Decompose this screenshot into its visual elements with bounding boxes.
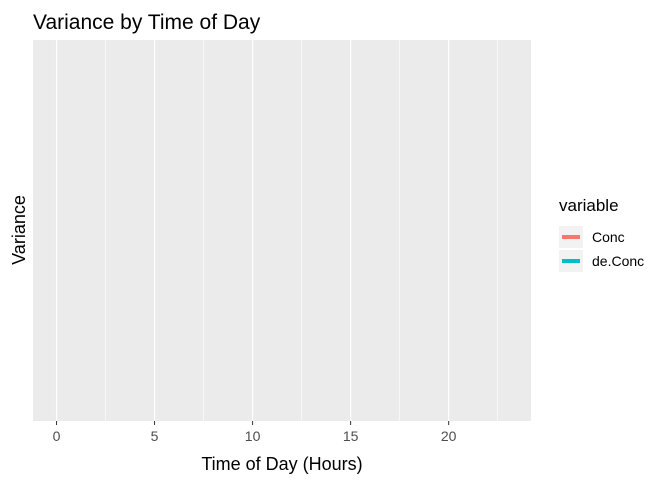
- x-tick-label: 20: [441, 428, 457, 444]
- plot-panel: [33, 40, 531, 421]
- x-tick-label: 15: [343, 428, 359, 444]
- y-axis-label: Variance: [9, 195, 29, 265]
- legend-title: variable: [559, 196, 619, 215]
- x-tick-label: 5: [151, 428, 159, 444]
- x-tick-label: 0: [53, 428, 61, 444]
- legend: variable Conc de.Conc: [559, 196, 644, 272]
- grid-lines: [55, 40, 498, 421]
- legend-label: Conc: [592, 229, 625, 245]
- x-tick-label: 10: [245, 428, 261, 444]
- chart-title: Variance by Time of Day: [33, 11, 261, 34]
- x-axis-label: Time of Day (Hours): [201, 454, 362, 474]
- legend-label: de.Conc: [592, 253, 644, 269]
- x-axis-ticks: 0 5 10 15 20: [53, 421, 457, 444]
